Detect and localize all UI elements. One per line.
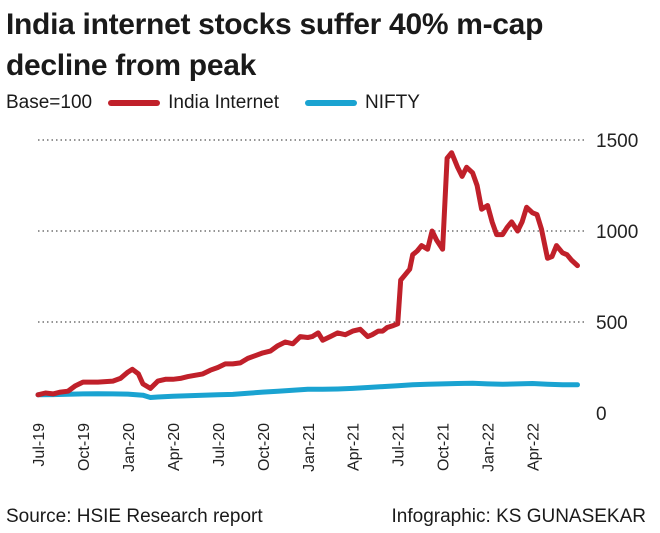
x-tick-label: Apr-20 [166, 423, 183, 471]
x-tick-label: Jan-20 [121, 423, 138, 472]
x-tick-label: Jul-21 [391, 423, 408, 467]
x-axis-ticks: Jul-19 Oct-19 Jan-20 Apr-20 Jul-20 Oct-20 Jan-… [31, 423, 543, 472]
x-tick-label: Oct-20 [256, 423, 273, 471]
y-tick-label: 1500 [596, 131, 638, 152]
credit-note: Infographic: KS GUNASEKAR [391, 506, 647, 527]
source-note: Source: HSIE Research report [6, 506, 263, 527]
series-line-india-internet [35, 150, 580, 398]
legend-swatch-nifty [305, 100, 358, 106]
y-axis-ticks: 0 500 1000 1500 [596, 131, 638, 425]
y-tick-label: 0 [596, 404, 607, 425]
chart-legend: Base=100 India Internet NIFTY [6, 92, 446, 114]
chart-title: India internet stocks suffer 40% m-cap d… [6, 8, 544, 82]
legend-label-nifty: NIFTY [365, 92, 420, 113]
x-tick-label: Oct-21 [436, 423, 453, 471]
x-tick-label: Oct-19 [76, 423, 93, 471]
x-tick-label: Jul-19 [31, 423, 48, 467]
base-label: Base=100 [6, 92, 93, 113]
y-tick-label: 500 [596, 313, 628, 334]
legend-item-india-internet: India Internet [108, 92, 279, 114]
y-tick-label: 1000 [596, 222, 638, 243]
x-tick-label: Jan-22 [481, 423, 498, 472]
legend-swatch-india-internet [108, 100, 161, 106]
x-tick-label: Apr-21 [346, 423, 363, 471]
legend-label-india-internet: India Internet [168, 92, 280, 113]
x-tick-label: Jul-20 [211, 423, 228, 467]
x-tick-label: Jan-21 [301, 423, 318, 472]
legend-item-nifty: NIFTY [305, 92, 420, 114]
series-line-nifty [35, 380, 580, 400]
x-tick-label: Apr-22 [526, 423, 543, 471]
series-lines [35, 150, 580, 400]
